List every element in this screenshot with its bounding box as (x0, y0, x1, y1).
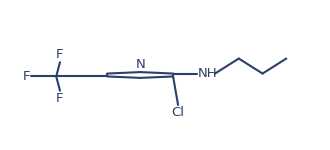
Text: Cl: Cl (172, 106, 184, 119)
Text: N: N (135, 58, 145, 71)
Text: F: F (56, 48, 64, 61)
Text: NH: NH (198, 67, 217, 80)
Text: F: F (22, 70, 30, 83)
Text: F: F (56, 92, 64, 105)
